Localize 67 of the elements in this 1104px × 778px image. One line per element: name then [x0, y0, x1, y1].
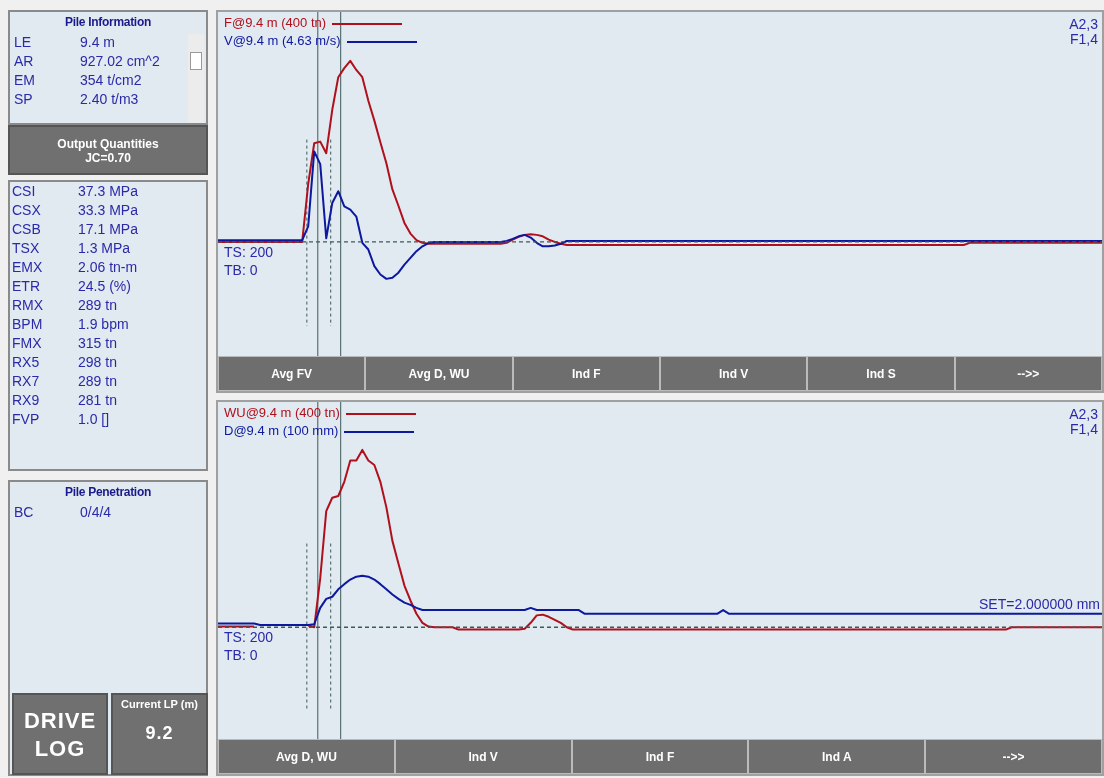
- text: 0/4/4: [80, 504, 112, 520]
- text: WU@9.4 m (400 tn): [224, 405, 340, 420]
- text: EM: [14, 72, 35, 88]
- text: 1.9 bpm: [78, 316, 129, 332]
- text: A2,3: [1069, 15, 1099, 32]
- text: Ind S: [807, 356, 955, 391]
- text: F@9.4 m (400 tn): [224, 15, 327, 30]
- text: Ind V: [394, 739, 572, 774]
- text: AR: [14, 53, 34, 69]
- annotation: SET=2.000000 mm: [978, 595, 1100, 612]
- text: 24.5 (%): [78, 278, 131, 294]
- text: LE: [14, 34, 32, 50]
- text: CSX: [12, 202, 41, 218]
- text: JC=0.70: [84, 151, 132, 165]
- annotation: TS: 200: [224, 243, 274, 260]
- text: 33.3 MPa: [78, 202, 138, 218]
- text: 9.4 m: [80, 34, 116, 50]
- text: F1,4: [1069, 420, 1099, 437]
- text: TB: 0: [224, 647, 258, 664]
- text: RX5: [12, 354, 40, 370]
- text: RX9: [12, 392, 40, 408]
- text: Output Quantities: [56, 137, 160, 151]
- text: 281 tn: [78, 392, 117, 408]
- annotation: TS: 200: [224, 629, 274, 646]
- text: RX7: [12, 373, 40, 389]
- text: 2.40 t/m3: [80, 91, 139, 107]
- text: 315 tn: [78, 335, 117, 351]
- text: BC: [14, 504, 34, 520]
- text: 37.3 MPa: [78, 183, 138, 199]
- text: Pile Penetration: [64, 485, 152, 499]
- text: 1.0 []: [78, 411, 110, 427]
- text: FVP: [12, 411, 40, 427]
- text: EMX: [12, 259, 43, 275]
- text: Ind A: [748, 739, 926, 774]
- text: Ind F: [512, 356, 660, 391]
- text: BPM: [12, 316, 43, 332]
- text: Ind F: [571, 739, 749, 774]
- text: CSB: [12, 221, 41, 237]
- text: 9.2: [144, 722, 175, 745]
- text: DRIVE LOG: [22, 707, 98, 763]
- text: 2.06 tn-m: [78, 259, 138, 275]
- text: 1.3 MPa: [78, 240, 131, 256]
- text: F1,4: [1069, 30, 1099, 47]
- text: 289 tn: [78, 373, 117, 389]
- text: -->>: [954, 356, 1102, 391]
- text: Avg D, WU: [365, 356, 513, 391]
- text: TSX: [12, 240, 40, 256]
- text: CSI: [12, 183, 36, 199]
- text: -->>: [925, 739, 1102, 774]
- text: 927.02 cm^2: [80, 53, 160, 69]
- text: Current LP (m): [120, 697, 199, 711]
- annotation: TB: 0: [224, 261, 258, 278]
- text: FMX: [12, 335, 42, 351]
- text: ETR: [12, 278, 40, 294]
- text: A2,3: [1069, 405, 1099, 422]
- text: 289 tn: [78, 297, 117, 313]
- text: D@9.4 m (100 mm): [224, 423, 339, 438]
- text: SP: [14, 91, 33, 107]
- text: Avg FV: [218, 356, 366, 391]
- text: 354 t/cm2: [80, 72, 142, 88]
- text: Ind V: [660, 356, 808, 391]
- text: Avg D, WU: [218, 739, 395, 774]
- text: 298 tn: [78, 354, 117, 370]
- text: V@9.4 m (4.63 m/s): [224, 33, 341, 48]
- text: Pile Information: [64, 15, 152, 29]
- text: RMX: [12, 297, 44, 313]
- text: 17.1 MPa: [78, 221, 138, 237]
